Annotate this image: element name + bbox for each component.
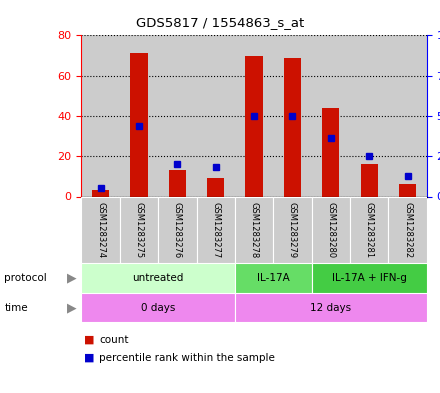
Bar (158, 196, 197, 263)
Text: GSM1283277: GSM1283277 (211, 202, 220, 258)
Bar (235, 196, 273, 263)
Bar (81, 293, 235, 322)
Bar (389, 196, 427, 263)
Text: percentile rank within the sample: percentile rank within the sample (99, 353, 275, 363)
Text: count: count (99, 335, 128, 345)
Bar (197, 35, 235, 197)
Text: IL-17A: IL-17A (257, 273, 290, 283)
Text: protocol: protocol (4, 273, 47, 283)
Text: untreated: untreated (132, 273, 184, 283)
Bar (81, 263, 235, 293)
Bar (312, 35, 350, 197)
Text: GSM1283281: GSM1283281 (365, 202, 374, 258)
Bar (312, 196, 350, 263)
Bar (273, 35, 312, 197)
Bar (207, 178, 224, 196)
Text: GSM1283282: GSM1283282 (403, 202, 412, 258)
Bar (235, 35, 273, 197)
Text: IL-17A + IFN-g: IL-17A + IFN-g (332, 273, 407, 283)
Bar (399, 184, 416, 196)
Bar (322, 108, 340, 196)
Bar (361, 164, 378, 196)
Bar (197, 196, 235, 263)
Text: 0 days: 0 days (141, 303, 176, 312)
Text: time: time (4, 303, 28, 312)
Bar (120, 196, 158, 263)
Bar (350, 196, 389, 263)
Text: ■: ■ (84, 335, 94, 345)
Text: ▶: ▶ (67, 272, 77, 285)
Bar (312, 263, 427, 293)
Bar (130, 53, 147, 196)
Bar (120, 35, 158, 197)
Bar (389, 35, 427, 197)
Bar (246, 55, 263, 196)
Text: 12 days: 12 days (310, 303, 352, 312)
Text: GSM1283274: GSM1283274 (96, 202, 105, 258)
Bar (81, 196, 120, 263)
Text: GSM1283280: GSM1283280 (326, 202, 335, 258)
Bar (81, 35, 120, 197)
Text: GSM1283276: GSM1283276 (173, 202, 182, 258)
Bar (235, 263, 312, 293)
Bar (273, 196, 312, 263)
Text: GSM1283279: GSM1283279 (288, 202, 297, 258)
Bar (92, 191, 109, 196)
Bar (158, 35, 197, 197)
Text: GSM1283278: GSM1283278 (249, 202, 259, 258)
Text: GDS5817 / 1554863_s_at: GDS5817 / 1554863_s_at (136, 16, 304, 29)
Bar (350, 35, 389, 197)
Text: ■: ■ (84, 353, 94, 363)
Bar (235, 293, 427, 322)
Bar (284, 57, 301, 196)
Text: GSM1283275: GSM1283275 (135, 202, 143, 258)
Text: ▶: ▶ (67, 301, 77, 314)
Bar (169, 170, 186, 196)
